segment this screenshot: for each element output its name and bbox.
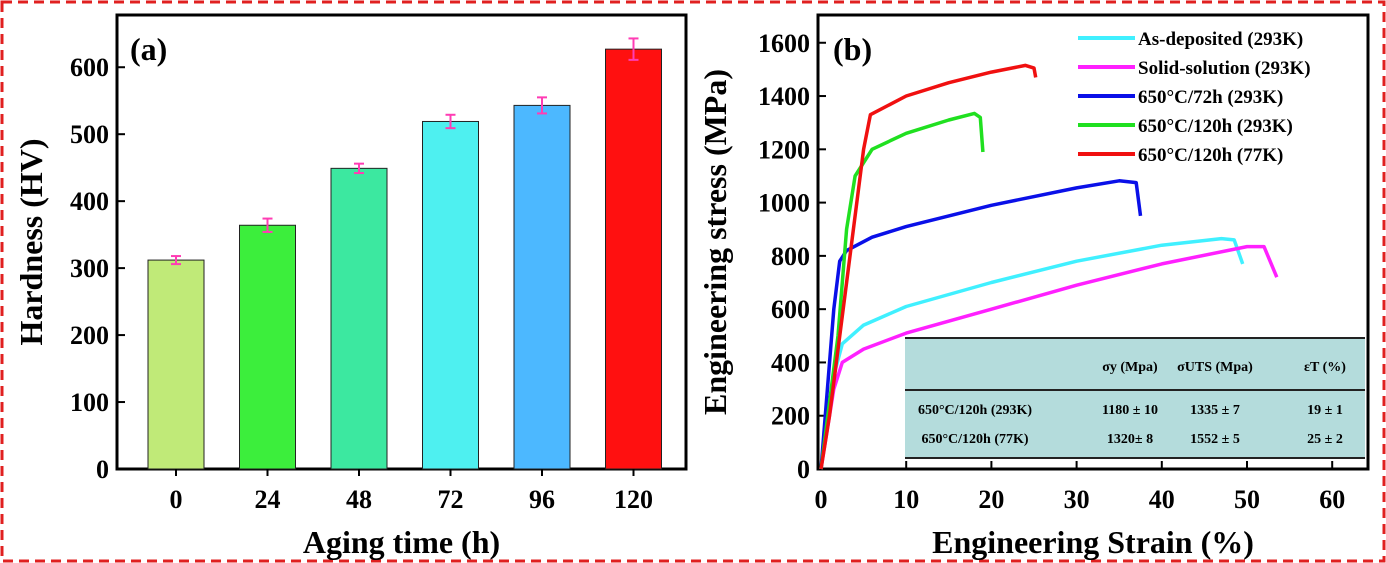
x-axis-label: Aging time (h) <box>303 524 500 560</box>
y-tick-label: 1200 <box>758 135 810 164</box>
y-tick-label: 300 <box>70 254 109 283</box>
bar-48 <box>330 167 388 470</box>
series-line-0 <box>819 236 1245 470</box>
x-tick-label: 0 <box>170 485 183 514</box>
legend-label: 650°C/72h (293K) <box>1138 87 1283 108</box>
y-tick-label: 500 <box>70 120 109 149</box>
x-tick-label: 48 <box>346 485 372 514</box>
panel-label: (b) <box>833 31 872 67</box>
bar-0 <box>147 259 205 470</box>
x-tick-label: 30 <box>1064 485 1090 514</box>
y-tick-label: 600 <box>771 295 810 324</box>
table-cell: 1335 ± 7 <box>1190 403 1240 418</box>
y-axis-label: Hardness (HV) <box>13 138 49 345</box>
x-tick-label: 10 <box>893 485 919 514</box>
y-tick-label: 400 <box>70 187 109 216</box>
y-tick-label: 100 <box>70 388 109 417</box>
y-axis-label: Engineering stress (MPa) <box>697 69 733 415</box>
x-tick-label: 96 <box>529 485 555 514</box>
table-cell: 19 ± 1 <box>1307 403 1343 418</box>
table-header: σUTS (Mpa) <box>1177 360 1253 375</box>
bar-24 <box>239 224 296 470</box>
legend-label: 650°C/120h (293K) <box>1138 116 1293 137</box>
table-cell: 1180 ± 10 <box>1102 403 1158 418</box>
series-line-1 <box>819 244 1279 470</box>
panel-a: 0 100 200 300 400 500 600 0 24 48 72 96 120 Aging tim… <box>13 13 688 560</box>
x-tick-label: 60 <box>1319 485 1345 514</box>
y-tick-label: 800 <box>771 242 810 271</box>
y-tick-label: 200 <box>70 321 109 350</box>
table-header: εT (%) <box>1304 360 1346 375</box>
y-tick-label: 600 <box>70 53 109 82</box>
x-tick-label: 50 <box>1234 485 1260 514</box>
plot-frame <box>816 13 1370 471</box>
series-line-3 <box>819 111 985 470</box>
bar-72 <box>422 120 479 470</box>
x-axis-label: Engineering Strain (%) <box>932 524 1254 560</box>
x-tick-label: 24 <box>255 485 281 514</box>
table-cell: 1552 ± 5 <box>1190 432 1240 447</box>
y-tick-label: 0 <box>96 455 109 484</box>
plot-frame <box>115 13 688 471</box>
y-tick-label: 1000 <box>758 189 810 218</box>
x-tick-label: 20 <box>978 485 1004 514</box>
legend-label: 650°C/120h (77K) <box>1138 145 1283 166</box>
bar-96 <box>513 104 571 470</box>
x-tick-label: 0 <box>815 485 828 514</box>
x-tick-label: 40 <box>1149 485 1175 514</box>
bar-120 <box>605 48 662 470</box>
x-tick-label: 120 <box>614 485 653 514</box>
y-tick-label: 200 <box>771 402 810 431</box>
y-tick-label: 1400 <box>758 82 810 111</box>
x-tick-label: 72 <box>438 485 464 514</box>
table-cell: 25 ± 2 <box>1307 432 1343 447</box>
legend-label: As-deposited (293K) <box>1138 29 1303 50</box>
table-cell: 650°C/120h (293K) <box>918 403 1032 418</box>
series-line-4 <box>819 63 1038 470</box>
panel-label: (a) <box>130 31 167 67</box>
legend-label: Solid-solution (293K) <box>1138 58 1311 79</box>
y-tick-label: 400 <box>771 348 810 377</box>
series-line-2 <box>819 179 1143 470</box>
table-cell: 1320± 8 <box>1107 432 1153 447</box>
data-table <box>905 338 1365 458</box>
panel-b: 0 200 400 600 800 1000 1200 1400 1600 0 10 20 30 40 50… <box>697 13 1370 560</box>
table-header: σy (Mpa) <box>1102 360 1158 375</box>
table-cell: 650°C/120h (77K) <box>921 432 1028 447</box>
y-tick-label: 0 <box>797 455 810 484</box>
y-tick-label: 1600 <box>758 29 810 58</box>
